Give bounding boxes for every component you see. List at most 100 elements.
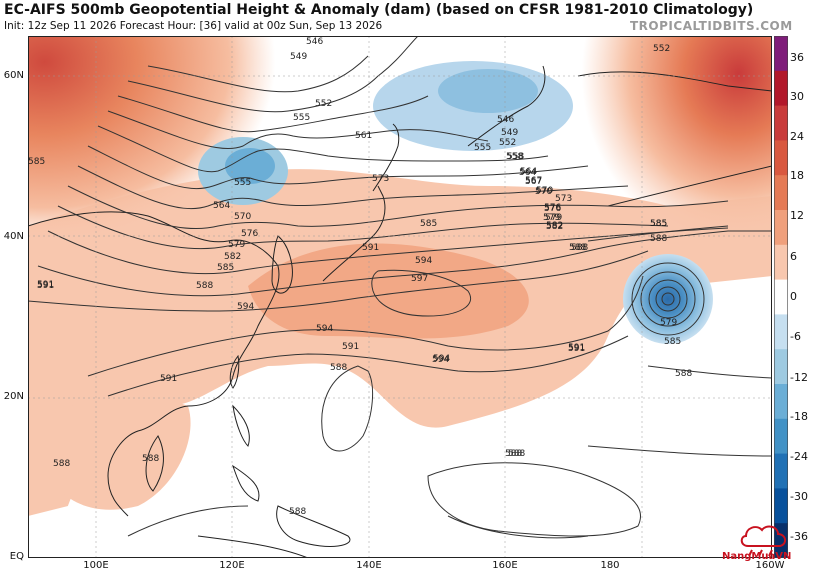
colorbar-label: 36 bbox=[790, 51, 804, 64]
map-frame bbox=[28, 36, 772, 558]
site-credit: TROPICALTIDBITS.COM bbox=[630, 19, 793, 33]
contour-label: 567 bbox=[525, 177, 542, 187]
contour-label: 579 bbox=[545, 213, 562, 223]
colorbar-cell bbox=[774, 140, 788, 176]
contour-label: 579 bbox=[543, 213, 560, 223]
contour-label: 585 bbox=[420, 219, 437, 229]
contour-label: 576 bbox=[241, 229, 258, 239]
contour-label: 570 bbox=[234, 212, 251, 222]
contour-label: 594 bbox=[316, 324, 333, 334]
contour-label: 588 bbox=[569, 243, 586, 253]
contour-label: 591 bbox=[362, 243, 379, 253]
lon-label: 140E bbox=[356, 560, 382, 571]
watermark-text: NangMuaVN bbox=[722, 551, 792, 562]
contour-label: 591 bbox=[37, 280, 54, 290]
contour-label: 561 bbox=[355, 131, 372, 141]
contour-label: 585 bbox=[650, 219, 667, 229]
lat-label: 20N bbox=[3, 391, 24, 402]
contour-label: 588 bbox=[571, 243, 588, 253]
colorbar-cell bbox=[774, 70, 788, 107]
contour-label: 594 bbox=[432, 355, 449, 365]
contour-label: 588 bbox=[508, 449, 525, 459]
contour-label: 591 bbox=[568, 344, 585, 354]
contour-label: 585 bbox=[650, 219, 667, 229]
contour-label: 588 bbox=[53, 459, 70, 469]
contour-label: 555 bbox=[234, 178, 251, 188]
contour-label: 582 bbox=[546, 222, 563, 232]
colorbar-label: 30 bbox=[790, 90, 804, 103]
contour-label: 573 bbox=[555, 194, 572, 204]
cold-anomaly-okhotsk-inner bbox=[438, 69, 538, 113]
colorbar-label: 24 bbox=[790, 130, 804, 143]
colorbar-cell bbox=[774, 175, 788, 211]
map-panel: 546 549 552 555 561 558 564 567 570 573 … bbox=[28, 36, 772, 558]
contour-label: 552 bbox=[315, 99, 332, 109]
cold-anomaly-typhoon bbox=[623, 254, 713, 344]
contour-label: 549 bbox=[501, 128, 518, 138]
contour-label: 585 bbox=[217, 263, 234, 273]
contour-label: 546 bbox=[306, 37, 323, 47]
lat-label: 60N bbox=[3, 70, 24, 81]
lat-label: EQ bbox=[9, 551, 24, 562]
colorbar-label: 12 bbox=[790, 209, 804, 222]
contour-label: 588 bbox=[675, 369, 692, 379]
contour-label: 570 bbox=[535, 187, 552, 197]
contour-label: 591 bbox=[342, 342, 359, 352]
lon-label: 100E bbox=[83, 560, 109, 571]
lon-label: 180 bbox=[600, 560, 620, 571]
lat-label: 40N bbox=[3, 231, 24, 242]
warm-anomaly-northeast bbox=[548, 36, 772, 286]
colorbar-cell bbox=[774, 453, 788, 489]
contour-label: 588 bbox=[196, 281, 213, 291]
coastlines bbox=[28, 65, 772, 558]
contour-label: 588 bbox=[650, 234, 667, 244]
colorbar-label: 18 bbox=[790, 169, 804, 182]
lon-label: 160W bbox=[755, 560, 785, 571]
contour-label: 552 bbox=[499, 138, 516, 148]
contour-label: 588 bbox=[289, 507, 306, 517]
contour-label: 564 bbox=[520, 167, 537, 177]
contour-label: 597 bbox=[411, 274, 428, 284]
contour-label: 555 bbox=[293, 113, 310, 123]
contour-label: 576 bbox=[544, 204, 561, 214]
colorbar-cell bbox=[774, 244, 788, 281]
contour-label: 579 bbox=[228, 240, 245, 250]
graticule bbox=[28, 36, 772, 558]
contour-label: 594 bbox=[415, 256, 432, 266]
colorbar-cell bbox=[774, 314, 788, 350]
map-title: EC-AIFS 500mb Geopotential Height & Anom… bbox=[4, 2, 754, 18]
colorbar-cell bbox=[774, 488, 788, 524]
contour-label: 585 bbox=[28, 157, 45, 167]
colorbar-label: -6 bbox=[790, 330, 801, 343]
contour-label: 564 bbox=[519, 168, 536, 178]
colorbar-label: -12 bbox=[790, 371, 808, 384]
contour-label: 582 bbox=[224, 252, 241, 262]
colorbar-label: -24 bbox=[790, 450, 808, 463]
colorbar-cell bbox=[774, 279, 788, 315]
colorbar-cell bbox=[774, 418, 788, 455]
height-contours bbox=[28, 36, 772, 539]
contour-label: 588 bbox=[142, 454, 159, 464]
contour-label: 591 bbox=[37, 281, 54, 291]
colorbar-cell bbox=[774, 210, 788, 246]
contour-label: 558 bbox=[507, 152, 524, 162]
contour-label: 549 bbox=[290, 52, 307, 62]
colorbar-label: -36 bbox=[790, 530, 808, 543]
contour-label: 588 bbox=[505, 449, 522, 459]
colorbar-label: 6 bbox=[790, 250, 797, 263]
colorbar-label: -30 bbox=[790, 490, 808, 503]
lon-label: 160E bbox=[492, 560, 518, 571]
contour-label: 567 bbox=[525, 176, 542, 186]
contour-label: 546 bbox=[497, 115, 514, 125]
contour-label: 579 bbox=[660, 318, 677, 328]
cold-anomaly-manchuria-inner bbox=[225, 148, 275, 184]
contour-label: 585 bbox=[664, 337, 681, 347]
contour-label: 582 bbox=[546, 221, 563, 231]
colorbar-cell bbox=[774, 349, 788, 385]
contour-label: 588 bbox=[330, 363, 347, 373]
colorbar-cell bbox=[774, 384, 788, 420]
anomaly-colorbar bbox=[774, 36, 788, 558]
nangmuavn-logo bbox=[740, 525, 786, 557]
contour-label: 564 bbox=[213, 201, 230, 211]
contour-label: 591 bbox=[568, 343, 585, 353]
